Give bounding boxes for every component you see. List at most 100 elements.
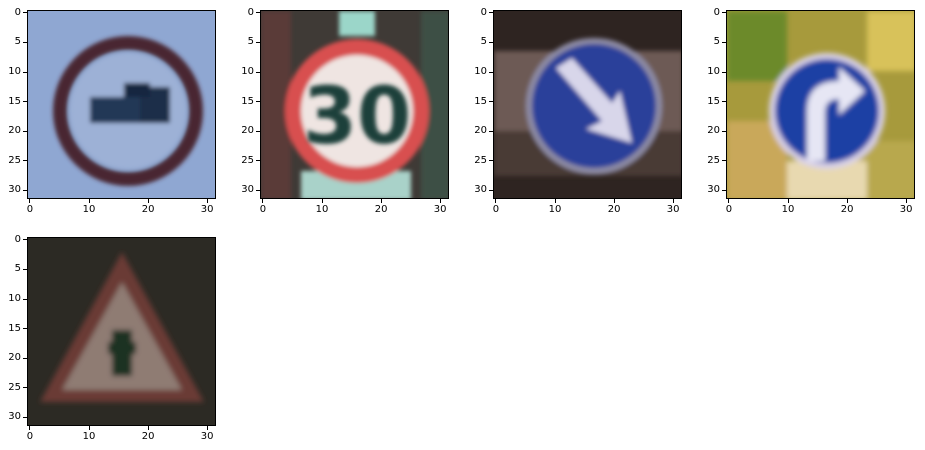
y-tick-mark: [489, 160, 493, 162]
image-plot-2: 30: [260, 10, 449, 199]
x-tick-mark: [88, 426, 90, 430]
x-tick-mark: [29, 426, 31, 430]
x-tick-mark: [147, 426, 149, 430]
y-tick-mark: [23, 12, 27, 14]
y-tick-mark: [23, 268, 27, 270]
y-tick-mark: [23, 71, 27, 73]
y-tick-mark: [722, 12, 726, 14]
y-tick-mark: [256, 12, 260, 14]
y-tick-mark: [489, 41, 493, 43]
y-tick-label: 25: [8, 154, 21, 166]
x-tick-label: 10: [82, 431, 96, 442]
y-tick-label: 10: [8, 293, 21, 305]
y-tick-mark: [489, 101, 493, 103]
x-tick-label: 20: [141, 431, 155, 442]
x-tick-label: 10: [315, 204, 329, 215]
y-tick-label: 10: [8, 66, 21, 78]
y-tick-mark: [722, 189, 726, 191]
x-tick-label: 0: [492, 204, 500, 215]
y-tick-mark: [23, 101, 27, 103]
y-tick-label: 15: [474, 95, 487, 107]
y-tick-mark: [256, 71, 260, 73]
y-tick-mark: [256, 160, 260, 162]
y-tick-mark: [256, 101, 260, 103]
x-tick-mark: [439, 199, 441, 203]
y-tick-mark: [23, 416, 27, 418]
y-tick-label: 15: [707, 95, 720, 107]
y-tick-mark: [722, 71, 726, 73]
x-tick-mark: [29, 199, 31, 203]
speed-limit-30-sign-image: 30: [261, 11, 448, 198]
y-tick-label: 15: [8, 322, 21, 334]
y-tick-label: 25: [8, 381, 21, 393]
y-tick-label: 30: [8, 411, 21, 423]
y-tick-label: 15: [241, 95, 254, 107]
x-tick-label: 0: [725, 204, 733, 215]
x-tick-label: 30: [433, 204, 447, 215]
y-tick-mark: [722, 130, 726, 132]
y-tick-mark: [23, 189, 27, 191]
x-tick-mark: [846, 199, 848, 203]
x-tick-mark: [206, 426, 208, 430]
y-tick-label: 20: [707, 125, 720, 137]
y-tick-mark: [489, 12, 493, 14]
right-of-way-sign-image: [28, 238, 215, 425]
y-tick-label: 20: [8, 352, 21, 364]
x-tick-mark: [905, 199, 907, 203]
x-tick-label: 30: [200, 431, 214, 442]
y-tick-mark: [23, 298, 27, 300]
x-tick-mark: [672, 199, 674, 203]
y-tick-mark: [489, 71, 493, 73]
y-tick-label: 25: [241, 154, 254, 166]
y-tick-label: 5: [14, 36, 21, 48]
x-tick-mark: [728, 199, 730, 203]
y-tick-mark: [489, 189, 493, 191]
y-tick-label: 20: [474, 125, 487, 137]
x-tick-mark: [380, 199, 382, 203]
y-tick-mark: [722, 41, 726, 43]
x-tick-mark: [262, 199, 264, 203]
x-tick-mark: [147, 199, 149, 203]
speed-limit-number: 30: [303, 72, 412, 162]
x-tick-mark: [88, 199, 90, 203]
y-tick-mark: [256, 41, 260, 43]
y-tick-label: 10: [241, 66, 254, 78]
x-tick-label: 10: [781, 204, 795, 215]
y-tick-label: 5: [247, 36, 254, 48]
y-tick-mark: [23, 130, 27, 132]
x-tick-mark: [554, 199, 556, 203]
y-tick-mark: [23, 328, 27, 330]
x-tick-mark: [321, 199, 323, 203]
x-tick-label: 20: [141, 204, 155, 215]
x-tick-label: 0: [26, 431, 34, 442]
y-tick-label: 30: [474, 184, 487, 196]
x-tick-label: 20: [607, 204, 621, 215]
y-tick-mark: [489, 130, 493, 132]
x-tick-mark: [495, 199, 497, 203]
turn-right-ahead-sign-image: [727, 11, 914, 198]
y-tick-mark: [722, 101, 726, 103]
x-tick-label: 0: [259, 204, 267, 215]
x-tick-label: 20: [840, 204, 854, 215]
x-tick-mark: [613, 199, 615, 203]
y-tick-label: 25: [707, 154, 720, 166]
y-tick-mark: [722, 160, 726, 162]
y-tick-label: 15: [8, 95, 21, 107]
x-tick-label: 0: [26, 204, 34, 215]
y-tick-mark: [256, 189, 260, 191]
y-tick-mark: [23, 41, 27, 43]
x-tick-label: 30: [200, 204, 214, 215]
y-tick-label: 5: [14, 263, 21, 275]
x-tick-label: 30: [899, 204, 913, 215]
x-tick-label: 30: [666, 204, 680, 215]
y-tick-label: 20: [241, 125, 254, 137]
y-tick-label: 0: [713, 6, 720, 18]
image-plot-5: [27, 237, 216, 426]
image-plot-1: [27, 10, 216, 199]
y-tick-mark: [23, 160, 27, 162]
y-tick-label: 20: [8, 125, 21, 137]
y-tick-label: 30: [241, 184, 254, 196]
y-tick-label: 10: [474, 66, 487, 78]
y-tick-mark: [256, 130, 260, 132]
x-tick-label: 10: [82, 204, 96, 215]
